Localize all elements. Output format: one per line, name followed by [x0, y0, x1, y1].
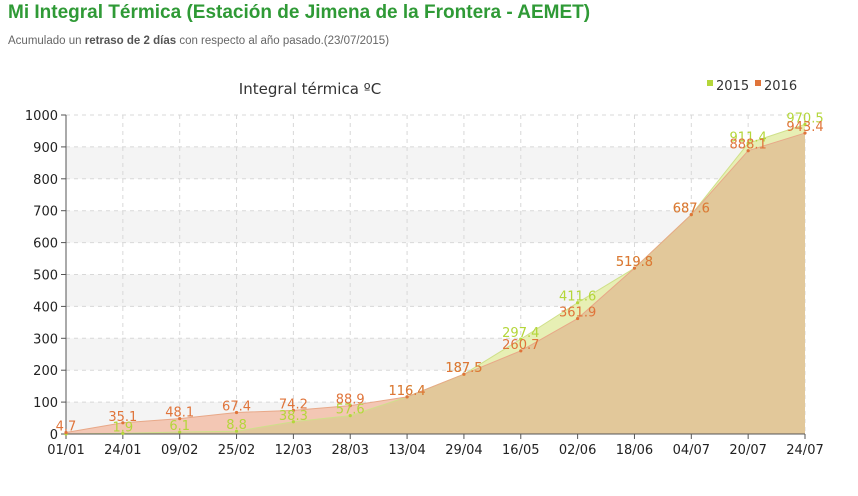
point-2016	[291, 408, 295, 412]
data-label-2015: 6.1	[169, 419, 190, 434]
x-tick-label: 28/03	[331, 443, 368, 458]
y-tick-label: 200	[33, 364, 58, 379]
x-tick-label: 12/03	[275, 443, 312, 458]
data-label-2015: 57.6	[336, 403, 365, 418]
data-label-2015: 519.8	[616, 255, 653, 270]
thermal-integral-chart: Integral térmica ºC 2015 2016 0 100 200 300…	[25, 79, 824, 458]
y-tick-label: 700	[33, 205, 58, 220]
data-label-2016: 74.2	[279, 397, 308, 412]
point-2016	[64, 430, 68, 435]
point-2016	[462, 372, 466, 376]
y-tick-label: 0	[50, 428, 58, 443]
point-2015	[121, 431, 125, 435]
point-2016	[746, 149, 750, 153]
page-title: Mi Integral Térmica (Estación de Jimena …	[8, 2, 591, 23]
series-areas	[65, 123, 806, 435]
data-label-2015: 187.5	[445, 361, 482, 376]
data-label-2015: 38.3	[279, 409, 308, 424]
x-tick-label: 20/07	[729, 443, 766, 458]
data-label-2015: 116.4	[388, 384, 425, 399]
legend-swatch-2016	[755, 80, 761, 86]
x-tick-label: 24/07	[786, 443, 823, 458]
x-tick-label: 18/06	[616, 443, 653, 458]
point-2015	[234, 429, 239, 433]
point-2016	[405, 395, 409, 399]
point-2015	[291, 420, 295, 424]
x-tick-label: 16/05	[502, 443, 539, 458]
point-2015	[746, 141, 750, 145]
data-label-2016: 687.6	[673, 202, 710, 217]
data-label-2015: 970.5	[786, 111, 823, 126]
point-2015	[576, 301, 580, 305]
subtitle-prefix: Acumulado un	[8, 35, 85, 47]
point-2016	[632, 266, 637, 270]
point-2016	[689, 213, 693, 217]
data-label-2015: 8.8	[226, 418, 247, 433]
point-2015	[178, 430, 182, 434]
data-label-2016: 361.9	[559, 306, 596, 321]
y-tick-label: 600	[33, 237, 58, 252]
point-2016	[234, 410, 239, 415]
line-2016	[65, 132, 806, 433]
data-label-2015: 297.4	[502, 326, 539, 341]
legend-swatch-2015	[707, 80, 713, 86]
y-tick-label: 100	[33, 396, 58, 411]
x-tick-label: 04/07	[673, 443, 710, 458]
point-2015	[803, 122, 807, 127]
data-label-2016: 67.4	[222, 399, 251, 414]
y-tick-label: 400	[33, 300, 58, 315]
series-points	[64, 122, 807, 436]
x-tick-label: 02/06	[559, 443, 596, 458]
subtitle-delay: retraso de 2 días	[84, 35, 177, 47]
data-label-2015: 411.6	[559, 290, 596, 305]
data-label-2016: 48.1	[165, 406, 194, 421]
y-tick-label: 1000	[25, 109, 58, 124]
x-tick-label: 25/02	[218, 443, 255, 458]
subtitle-suffix: con respecto al año pasado.(23/07/2015)	[176, 35, 390, 47]
x-tick-label: 29/04	[445, 443, 482, 458]
point-2016	[348, 404, 352, 408]
data-label-2016: 943.4	[786, 120, 823, 135]
point-2016	[576, 316, 580, 321]
y-axis-ticks: 0 100 200 300 400 500 600 700 800 900 1000	[25, 109, 66, 443]
data-label-2016: 4.7	[56, 420, 77, 435]
data-label-2015: 687.6	[673, 202, 710, 217]
y-tick-label: 300	[33, 332, 58, 347]
data-label-2016: 88.9	[336, 393, 365, 408]
data-label-2016: 519.8	[616, 255, 653, 270]
data-label-2016: 260.7	[502, 338, 539, 353]
area-overlap	[66, 133, 805, 434]
x-tick-label: 01/01	[47, 443, 84, 458]
plot-band	[66, 146, 805, 179]
data-label-2015: 911.4	[730, 130, 767, 145]
point-2016	[803, 131, 807, 135]
point-2016	[519, 349, 523, 353]
legend-label-2015: 2015	[716, 79, 749, 94]
data-label-2015: 1.9	[113, 420, 134, 435]
y-tick-label: 800	[33, 173, 58, 188]
legend-label-2016: 2016	[764, 79, 797, 94]
data-label-2016: 35.1	[108, 410, 137, 425]
page-subtitle: Acumulado un retraso de 2 días con respe…	[8, 35, 389, 47]
x-tick-label: 13/04	[388, 443, 425, 458]
x-axis-ticks: 01/01 24/01 09/02 25/02 12/03 28/03 13/04 29/04…	[47, 434, 824, 458]
data-label-2016: 116.4	[388, 384, 425, 399]
series-data-labels: 1.9 6.1 8.8 38.3 57.6 116.4 187.5 297.4 411.6 519…	[56, 111, 824, 435]
chart-title: Integral térmica ºC	[239, 80, 381, 98]
data-label-2016: 187.5	[445, 361, 482, 376]
y-tick-label: 900	[33, 141, 58, 156]
point-2015	[348, 414, 352, 418]
chart-legend: 2015 2016	[707, 79, 797, 94]
point-2015	[519, 337, 523, 341]
y-tick-label: 500	[33, 269, 58, 284]
x-tick-label: 09/02	[161, 443, 198, 458]
point-2016	[121, 421, 125, 425]
x-tick-label: 24/01	[104, 443, 141, 458]
data-label-2016: 888.1	[730, 138, 767, 153]
point-2016	[178, 417, 182, 421]
